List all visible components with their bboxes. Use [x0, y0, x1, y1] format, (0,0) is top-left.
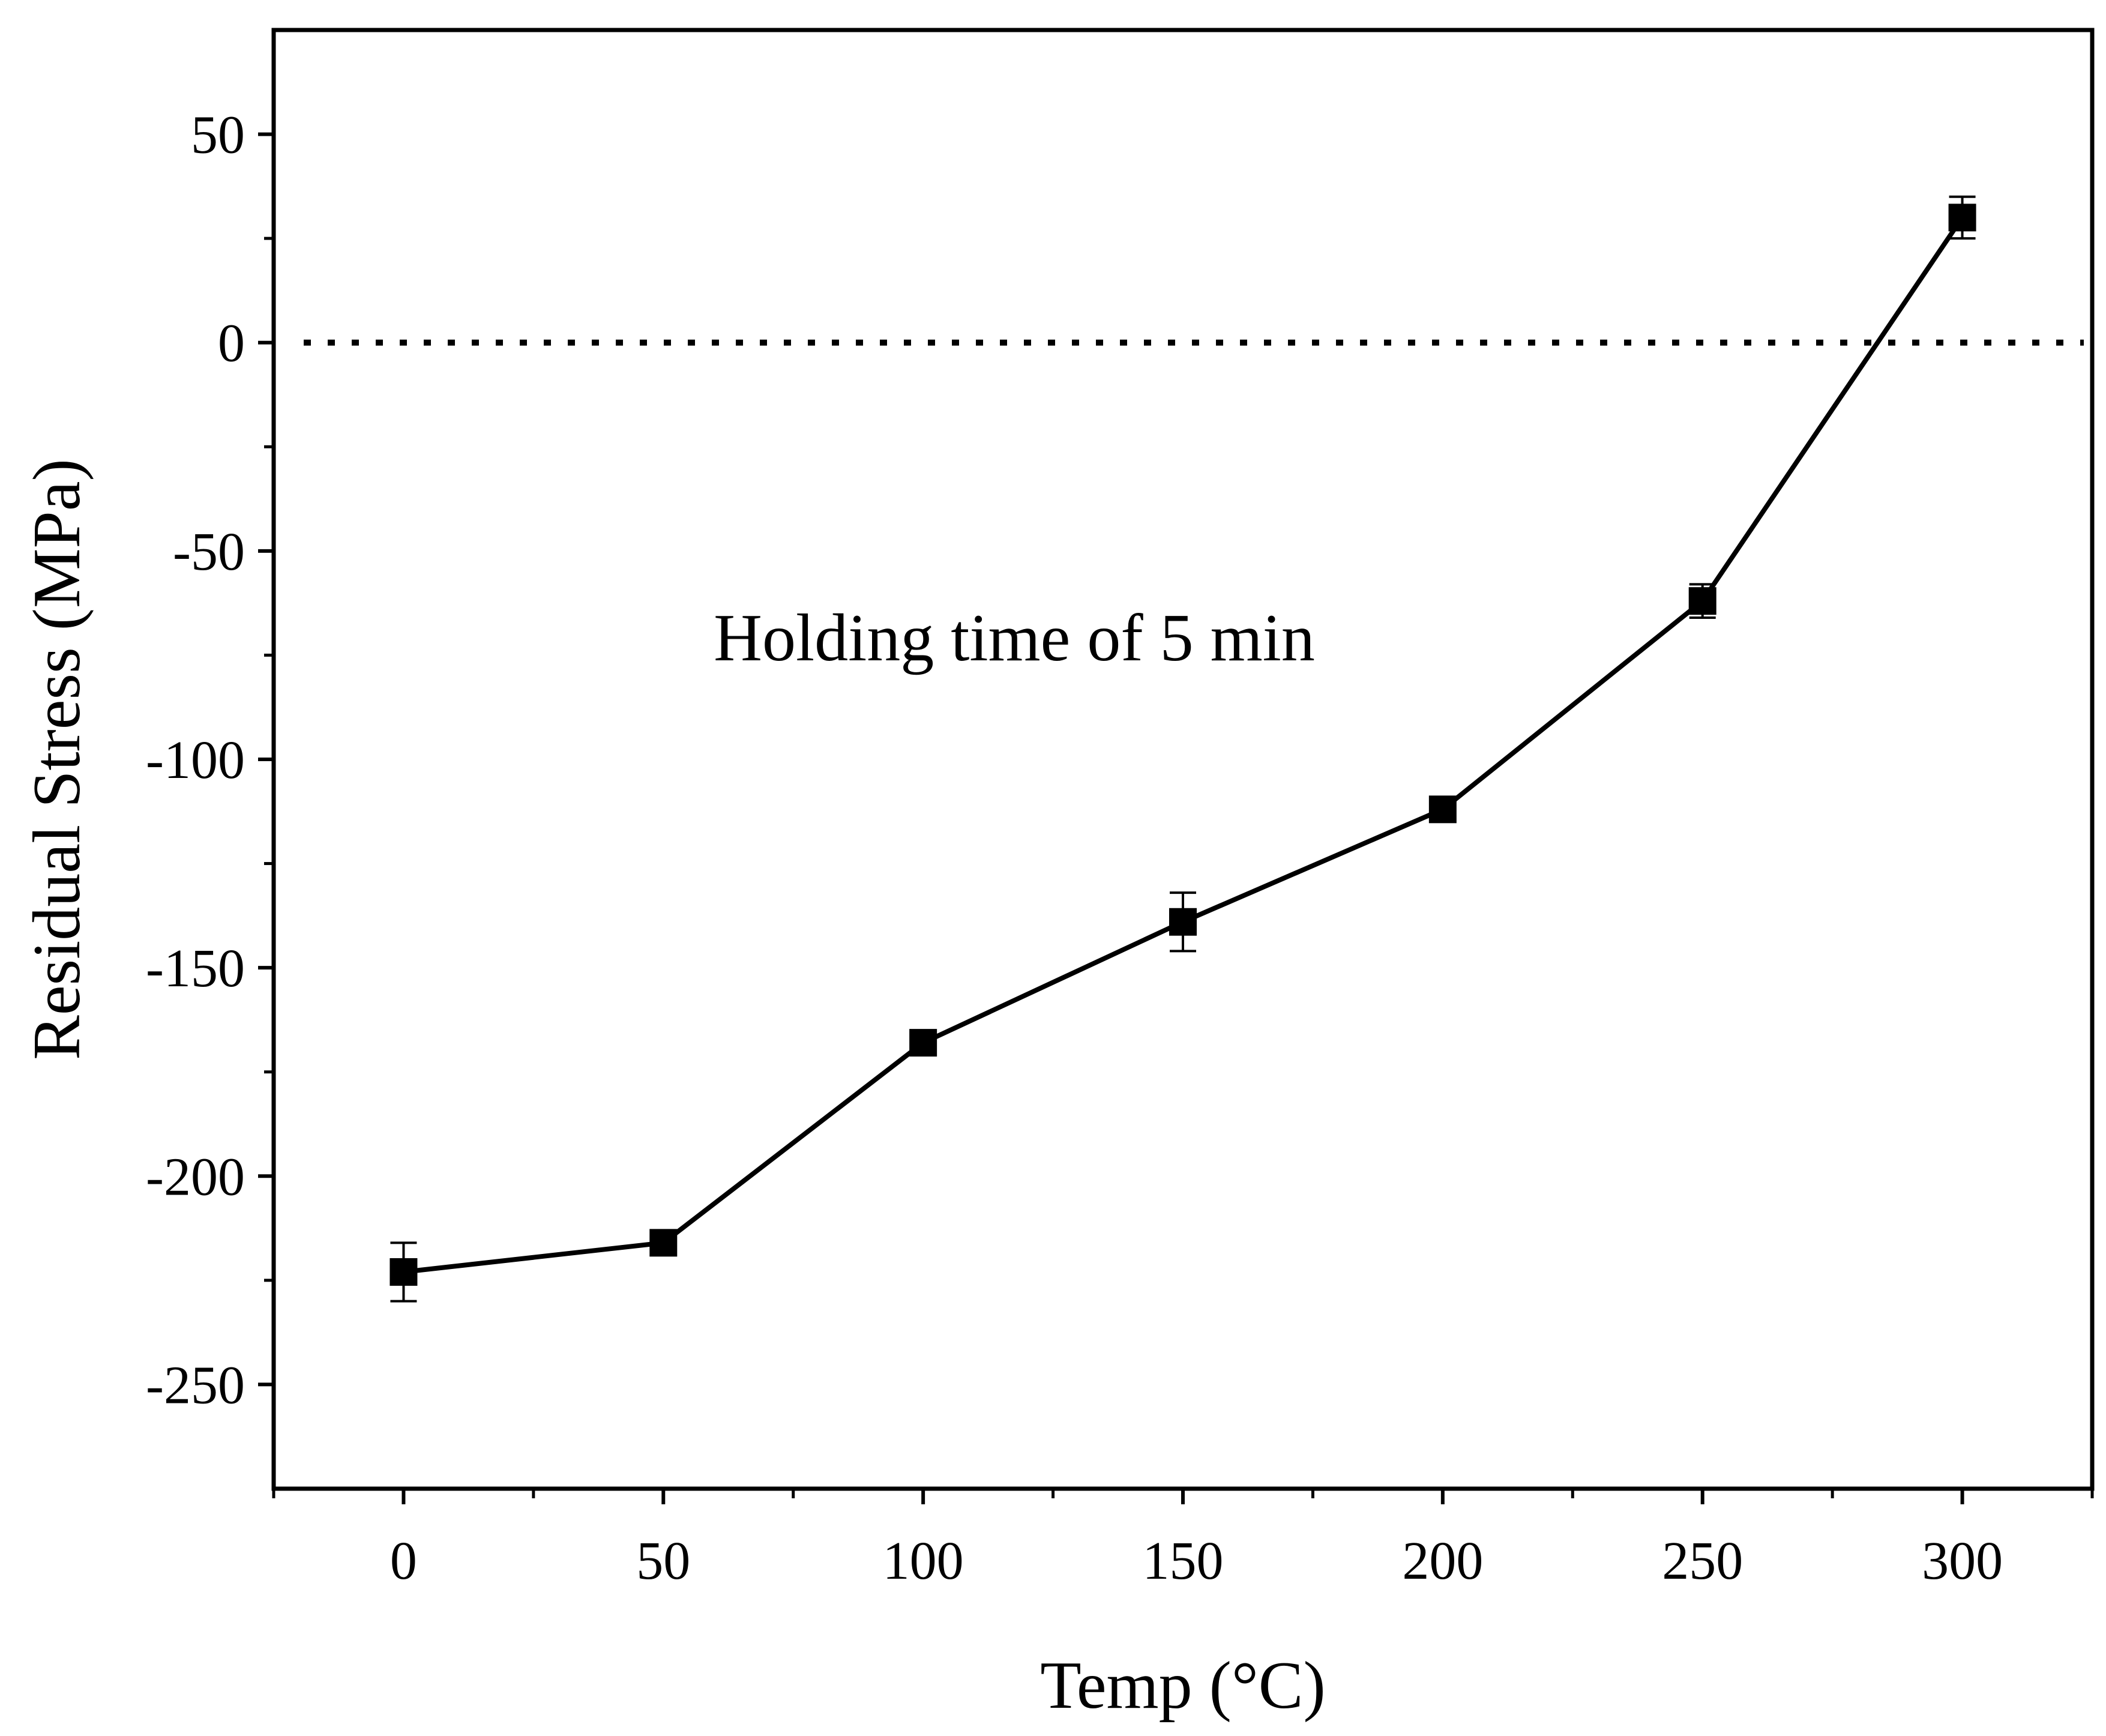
y-tick-label: 50	[191, 106, 245, 165]
data-point-marker	[909, 1029, 937, 1057]
x-tick-label: 0	[390, 1531, 417, 1591]
data-point-marker	[1948, 203, 1976, 232]
y-axis-ticks: -250 -200 -150 -100 -50 0 50	[146, 106, 274, 1415]
data-point-marker	[649, 1229, 678, 1257]
x-tick-label: 200	[1402, 1531, 1483, 1591]
x-tick-label: 250	[1662, 1531, 1743, 1591]
y-tick-label: -100	[146, 731, 245, 790]
x-tick-label: 100	[883, 1531, 964, 1591]
data-point-marker	[1428, 795, 1457, 824]
data-point-marker	[1169, 908, 1197, 936]
x-axis-ticks: 0 50 100 150 200 250 300	[272, 1489, 2094, 1591]
data-point-marker	[390, 1258, 418, 1286]
annotation-holding-time: Holding time of 5 min	[714, 601, 1315, 675]
data-point-marker	[1688, 587, 1716, 615]
y-tick-label: 0	[218, 314, 245, 373]
y-tick-label: -50	[173, 522, 245, 582]
x-tick-label: 50	[636, 1531, 690, 1591]
y-tick-label: -200	[146, 1147, 245, 1207]
series-layer	[390, 195, 1976, 1303]
y-tick-label: -150	[146, 939, 245, 998]
x-tick-label: 150	[1143, 1531, 1224, 1591]
y-axis-title: Residual Stress (MPa)	[20, 459, 94, 1060]
y-tick-label: -250	[146, 1355, 245, 1415]
x-tick-label: 300	[1922, 1531, 2003, 1591]
x-axis-title: Temp (°C)	[1040, 1648, 1326, 1723]
